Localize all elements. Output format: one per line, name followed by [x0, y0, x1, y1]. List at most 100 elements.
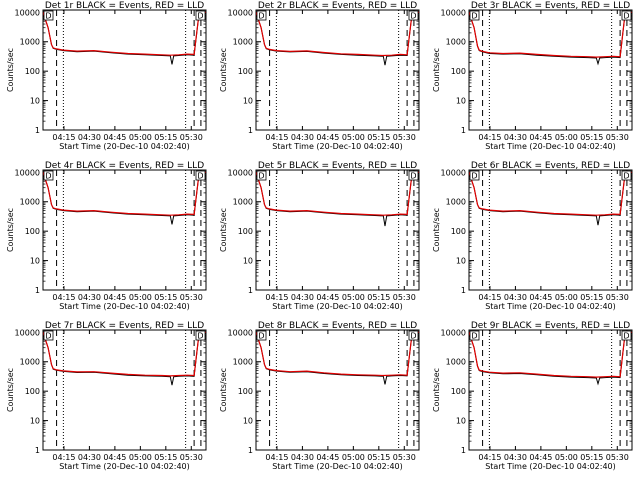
x-tick-label: 04:15 — [265, 293, 288, 302]
y-tick-label: 100 — [451, 67, 466, 76]
y-axis-label: Counts/sec — [219, 48, 228, 92]
x-tick-label: 05:15 — [367, 293, 390, 302]
y-tick-label: 1 — [248, 286, 253, 295]
y-tick-label: 10000 — [15, 8, 40, 17]
y-tick-label: 10000 — [441, 8, 466, 17]
x-tick-label: 04:30 — [291, 293, 314, 302]
y-tick-label: 10 — [30, 417, 40, 426]
svg-text:D: D — [471, 12, 477, 21]
series-lld — [469, 171, 632, 216]
y-tick-label: 100 — [25, 67, 40, 76]
y-tick-label: 10 — [243, 257, 253, 266]
series-lld — [43, 11, 206, 56]
x-axis-label: Start Time (20-Dec-10 04:02:40) — [59, 462, 190, 471]
x-tick-label: 04:15 — [52, 133, 75, 142]
y-axis-label: Counts/sec — [432, 208, 441, 252]
y-tick-label: 10000 — [441, 168, 466, 177]
y-tick-label: 10000 — [15, 168, 40, 177]
detector-chart-8: Det 8r BLACK = Events, RED = LLD 1 10 100 10… — [219, 321, 420, 471]
x-tick-label: 05:00 — [342, 293, 365, 302]
x-axis-label: Start Time (20-Dec-10 04:02:40) — [272, 142, 403, 151]
y-tick-label: 1000 — [446, 38, 466, 47]
chart-title: Det 9r BLACK = Events, RED = LLD — [471, 321, 630, 331]
x-tick-label: 04:15 — [52, 453, 75, 462]
x-tick-label: 05:00 — [129, 453, 152, 462]
x-tick-label: 05:30 — [393, 133, 416, 142]
svg-text:D: D — [258, 12, 264, 21]
y-tick-label: 1000 — [20, 198, 40, 207]
y-tick-label: 100 — [25, 387, 40, 396]
y-tick-label: 10 — [243, 417, 253, 426]
x-axis-label: Start Time (20-Dec-10 04:02:40) — [272, 462, 403, 471]
y-tick-label: 1000 — [446, 198, 466, 207]
plot-frame — [468, 169, 633, 291]
y-tick-label: 100 — [451, 227, 466, 236]
y-tick-label: 1000 — [233, 198, 253, 207]
detector-chart-6: Det 6r BLACK = Events, RED = LLD 1 10 100 10… — [432, 161, 633, 311]
x-tick-label: 05:30 — [606, 453, 629, 462]
x-tick-label: 04:15 — [265, 453, 288, 462]
y-tick-label: 1000 — [233, 38, 253, 47]
svg-text:D: D — [45, 12, 51, 21]
x-tick-label: 05:00 — [555, 453, 578, 462]
y-tick-label: 1 — [35, 446, 40, 455]
series-lld — [43, 171, 206, 216]
plot-frame — [255, 329, 420, 451]
svg-text:D: D — [258, 332, 264, 341]
y-tick-label: 100 — [238, 227, 253, 236]
y-tick-label: 100 — [25, 227, 40, 236]
y-tick-label: 1 — [35, 286, 40, 295]
x-tick-label: 04:30 — [291, 453, 314, 462]
x-tick-label: 04:30 — [78, 453, 101, 462]
x-tick-label: 04:15 — [265, 133, 288, 142]
y-tick-label: 10 — [30, 257, 40, 266]
y-tick-label: 10000 — [228, 8, 253, 17]
detector-chart-3: Det 3r BLACK = Events, RED = LLD 1 10 100 10… — [432, 1, 633, 151]
x-tick-label: 05:30 — [606, 293, 629, 302]
plot-frame — [468, 329, 633, 451]
svg-text:D: D — [623, 172, 629, 181]
corner-box-right: D — [408, 330, 419, 341]
x-tick-label: 04:15 — [52, 293, 75, 302]
chart-title: Det 2r BLACK = Events, RED = LLD — [258, 1, 417, 11]
y-axis-label: Counts/sec — [432, 368, 441, 412]
y-tick-label: 1 — [248, 126, 253, 135]
y-axis-label: Counts/sec — [6, 368, 15, 412]
series-lld — [43, 331, 206, 377]
series-events — [469, 171, 632, 226]
series-lld — [256, 11, 419, 57]
x-tick-label: 05:15 — [154, 293, 177, 302]
svg-text:D: D — [623, 12, 629, 21]
y-tick-label: 1 — [461, 446, 466, 455]
chart-title: Det 3r BLACK = Events, RED = LLD — [471, 1, 630, 11]
x-tick-label: 04:45 — [316, 453, 339, 462]
x-axis-label: Start Time (20-Dec-10 04:02:40) — [485, 302, 616, 311]
x-tick-label: 05:15 — [580, 293, 603, 302]
series-events — [43, 171, 206, 225]
y-tick-label: 10 — [456, 417, 466, 426]
corner-box-right: D — [621, 330, 632, 341]
x-tick-label: 05:00 — [555, 133, 578, 142]
series-events — [43, 331, 206, 386]
x-tick-label: 04:15 — [478, 133, 501, 142]
y-tick-label: 1000 — [446, 358, 466, 367]
x-tick-label: 05:30 — [393, 293, 416, 302]
svg-text:D: D — [410, 172, 416, 181]
x-tick-label: 04:30 — [291, 133, 314, 142]
y-tick-label: 1 — [248, 446, 253, 455]
x-tick-label: 04:30 — [78, 133, 101, 142]
corner-box-right: D — [408, 10, 419, 21]
corner-box-right: D — [621, 10, 632, 21]
x-tick-label: 05:15 — [580, 453, 603, 462]
y-tick-label: 10000 — [228, 168, 253, 177]
x-tick-label: 05:00 — [129, 293, 152, 302]
x-tick-label: 05:30 — [180, 133, 203, 142]
detector-chart-4: Det 4r BLACK = Events, RED = LLD 1 10 100 10… — [6, 161, 207, 311]
x-tick-label: 05:30 — [180, 453, 203, 462]
plot-frame — [468, 9, 633, 131]
series-lld — [256, 331, 419, 377]
y-tick-label: 1 — [35, 126, 40, 135]
y-axis-label: Counts/sec — [219, 208, 228, 252]
plot-frame — [42, 169, 207, 291]
